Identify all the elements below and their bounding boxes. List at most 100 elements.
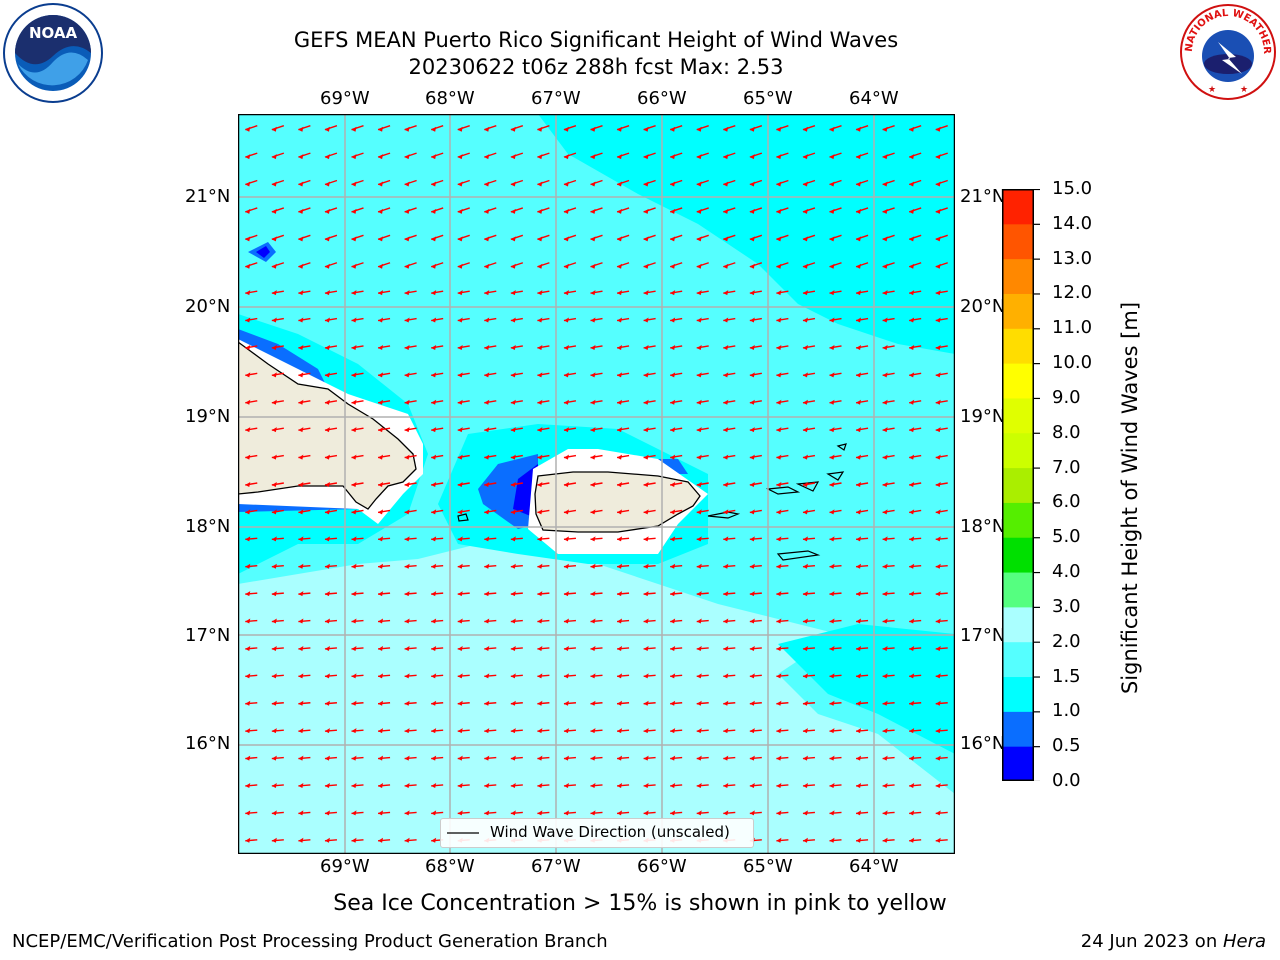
wave-direction-arrow	[829, 152, 842, 160]
wave-direction-arrow	[510, 700, 523, 706]
wave-direction-arrow	[298, 837, 311, 843]
wave-direction-arrow	[882, 427, 895, 433]
wave-direction-arrow	[616, 125, 630, 132]
wave-direction-arrow	[670, 591, 683, 597]
wave-direction-arrow	[776, 454, 789, 460]
wave-direction-arrow	[510, 317, 523, 323]
wave-direction-arrow	[696, 755, 709, 761]
wave-direction-arrow	[431, 372, 444, 378]
wave-direction-arrow	[723, 179, 736, 187]
wave-direction-arrow	[643, 755, 656, 761]
colorbar-band	[1002, 572, 1034, 608]
wave-direction-arrow	[377, 700, 391, 706]
wave-direction-arrow	[298, 454, 311, 460]
wave-direction-arrow	[271, 152, 285, 160]
wave-direction-arrow	[457, 262, 470, 269]
wave-direction-arrow	[298, 262, 311, 269]
wave-direction-arrow	[324, 618, 338, 624]
wave-direction-arrow	[723, 509, 736, 515]
lon-label-top-65w: 65°W	[743, 88, 793, 109]
wave-direction-arrow	[431, 728, 444, 734]
wave-direction-arrow	[324, 810, 338, 816]
wave-direction-arrow	[245, 645, 258, 651]
wave-direction-arrow	[909, 645, 922, 651]
wave-direction-arrow	[855, 810, 869, 816]
wave-direction-arrow	[510, 290, 523, 296]
wave-direction-arrow	[430, 125, 444, 132]
wave-direction-arrow	[484, 427, 497, 433]
wave-direction-arrow	[696, 782, 709, 788]
wave-direction-arrow	[723, 645, 736, 651]
wave-direction-arrow	[324, 207, 338, 214]
wave-direction-arrow	[457, 591, 470, 597]
wave-direction-arrow	[749, 810, 762, 816]
wave-direction-arrow	[669, 234, 683, 242]
wave-direction-arrow	[909, 372, 922, 378]
wave-direction-arrow	[908, 207, 922, 214]
wave-direction-arrow	[855, 645, 869, 651]
wave-direction-arrow	[404, 372, 417, 378]
wave-direction-arrow	[723, 372, 736, 378]
wave-direction-arrow	[404, 344, 417, 350]
wave-direction-arrow	[431, 317, 444, 323]
colorbar-band	[1002, 641, 1034, 678]
wave-direction-arrow	[643, 344, 656, 350]
wave-direction-arrow	[457, 454, 470, 460]
wave-direction-arrow	[723, 262, 736, 269]
wave-direction-arrow	[510, 427, 523, 433]
wave-direction-arrow	[431, 482, 444, 487]
wave-direction-arrow	[935, 591, 948, 597]
wave-direction-arrow	[563, 482, 577, 487]
wave-direction-arrow	[590, 372, 603, 378]
wave-direction-arrow	[776, 179, 789, 187]
wave-direction-arrow	[882, 290, 895, 296]
wave-direction-arrow	[723, 290, 736, 296]
wave-direction-arrow	[537, 563, 550, 569]
wave-direction-arrow	[723, 234, 736, 242]
wave-direction-arrow	[404, 179, 417, 187]
wave-direction-arrow	[351, 179, 364, 187]
wave-direction-arrow	[563, 509, 577, 515]
wave-direction-arrow	[776, 290, 789, 296]
wave-direction-arrow	[802, 563, 816, 569]
wave-direction-arrow	[776, 207, 789, 214]
wave-direction-arrow	[377, 207, 391, 214]
wave-direction-arrow	[909, 673, 922, 679]
wave-direction-arrow	[909, 755, 922, 761]
wave-direction-arrow	[510, 454, 523, 460]
wave-direction-arrow	[935, 125, 948, 132]
wave-direction-arrow	[935, 673, 948, 679]
wave-direction-arrow	[457, 700, 470, 706]
wave-direction-arrow	[909, 509, 922, 515]
wave-direction-arrow	[563, 290, 577, 296]
wave-direction-arrow	[696, 179, 709, 187]
wave-direction-arrow	[855, 454, 869, 460]
wave-direction-arrow	[829, 399, 842, 405]
wave-direction-arrow	[616, 454, 630, 460]
colorbar-tick-label: 8.0	[1052, 421, 1081, 443]
wave-direction-arrow	[909, 482, 922, 487]
wave-direction-arrow	[484, 372, 497, 378]
wave-direction-arrow	[909, 591, 922, 597]
wave-direction-arrow	[802, 262, 816, 269]
wave-direction-arrow	[935, 563, 948, 569]
lat-label-right-19n: 19°N	[960, 406, 1006, 427]
lon-label-bottom-68w: 68°W	[425, 856, 475, 877]
wave-direction-arrow	[935, 344, 948, 350]
wave-direction-arrow	[882, 755, 895, 761]
wave-direction-arrow	[829, 618, 842, 624]
wave-direction-arrow	[590, 645, 603, 651]
wave-direction-arrow	[855, 290, 869, 296]
wave-direction-arrow	[245, 673, 258, 679]
wave-direction-arrow	[882, 372, 895, 378]
wave-direction-arrow	[457, 234, 470, 242]
wave-direction-arrow	[723, 618, 736, 624]
wave-direction-arrow	[271, 317, 284, 323]
wave-direction-arrow	[457, 207, 470, 214]
wave-direction-arrow	[696, 317, 709, 323]
wave-direction-arrow	[749, 563, 762, 569]
wave-direction-arrow	[590, 179, 603, 187]
wave-direction-arrow	[776, 427, 789, 433]
wave-direction-arrow	[298, 317, 311, 323]
wave-direction-arrow	[431, 618, 444, 624]
